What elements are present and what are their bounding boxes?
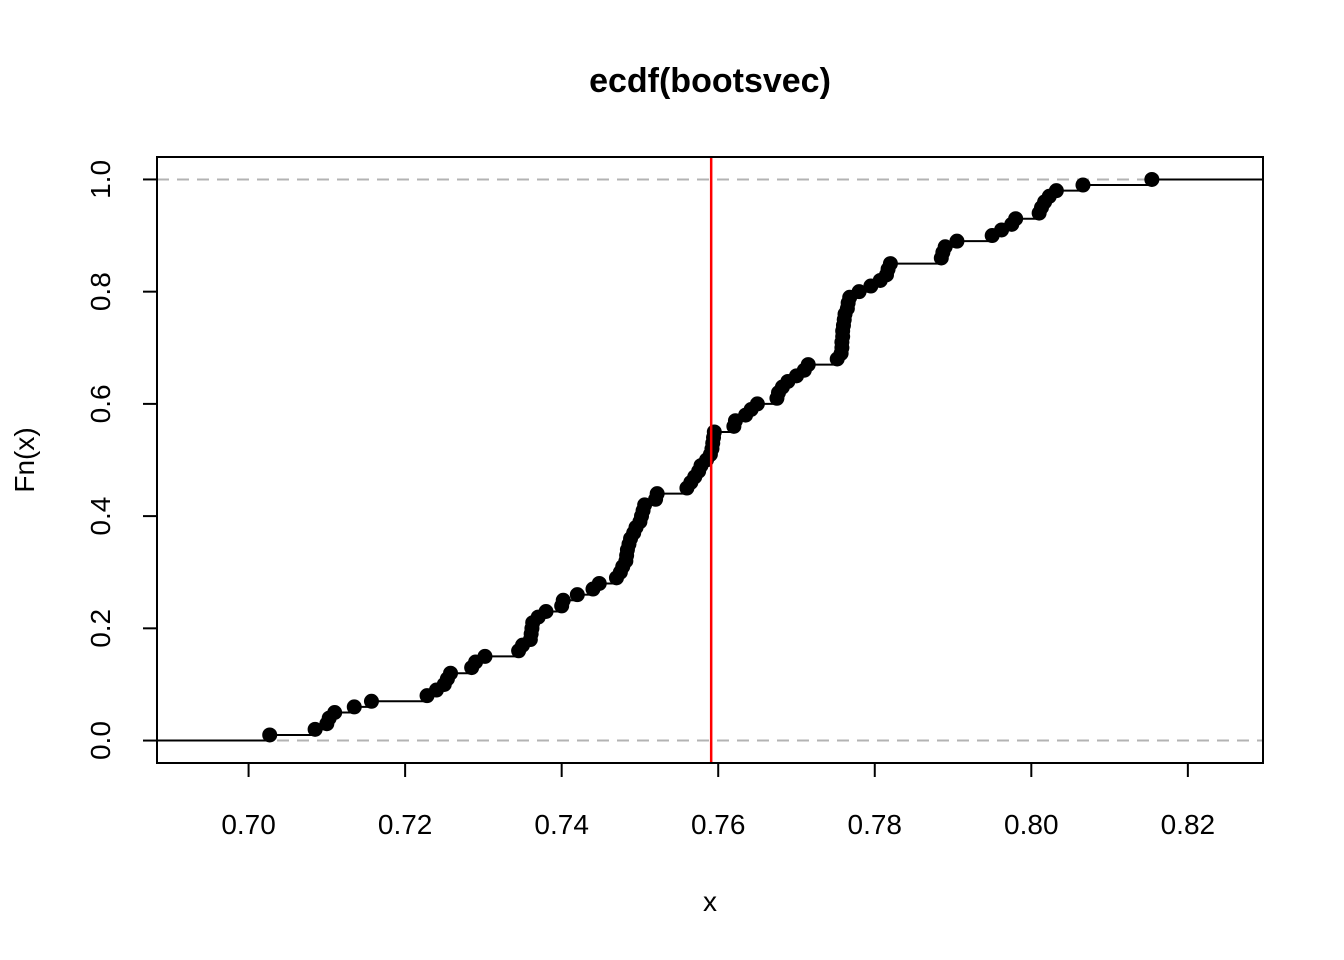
ecdf-point [327,705,343,720]
plot-area [157,157,1263,763]
ecdf-point [443,665,459,681]
ecdf-point [1144,171,1160,187]
y-tick-label: 1.0 [85,160,116,199]
ecdf-point [882,256,898,272]
ecdf-point [569,587,585,603]
ecdf-point [706,424,722,440]
y-axis: 0.0 0.2 0.4 0.6 0.8 1.0 [85,160,158,760]
x-axis: 0.70 0.72 0.74 0.76 0.78 0.80 0.82 [221,762,1216,840]
ecdf-point [1008,211,1024,227]
ecdf-point [477,648,493,664]
chart-title: ecdf(bootsvec) [589,62,831,100]
x-tick-label: 0.70 [221,809,276,840]
x-tick-label: 0.76 [691,809,746,840]
ecdf-point [1048,183,1064,199]
ecdf-point [262,727,278,743]
ecdf-point [949,233,965,249]
x-tick-label: 0.80 [1004,809,1059,840]
ecdf-point [1075,177,1091,193]
ecdf-point [649,486,665,502]
x-tick-label: 0.78 [848,809,903,840]
ecdf-point [307,721,323,737]
x-tick-label: 0.82 [1161,809,1216,840]
ecdf-point [363,693,379,709]
ecdf-point [851,284,867,300]
x-axis-label: x [703,886,717,917]
x-tick-label: 0.72 [378,809,433,840]
y-tick-label: 0.0 [85,721,116,760]
y-tick-label: 0.6 [85,384,116,423]
ecdf-point [800,357,816,373]
y-tick-label: 0.2 [85,609,116,648]
ecdf-point [346,699,362,715]
ecdf-point [538,604,554,619]
ecdf-point [749,396,765,412]
y-tick-label: 0.4 [85,497,116,536]
y-axis-label: Fn(x) [9,427,40,492]
ecdf-point [591,575,607,591]
ecdf-point [937,239,953,255]
x-tick-label: 0.74 [534,809,589,840]
ecdf-point [555,592,571,608]
y-tick-label: 0.8 [85,272,116,311]
